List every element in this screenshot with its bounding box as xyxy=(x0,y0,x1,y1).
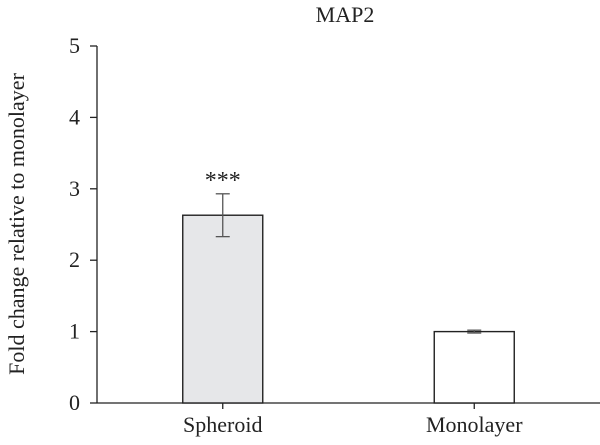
y-tick-label: 2 xyxy=(69,247,80,272)
y-tick-label: 3 xyxy=(69,176,80,201)
plot-area: 0 1 2 3 4 5 Spheroid *** Monolayer xyxy=(69,33,600,437)
y-tick-label: 5 xyxy=(69,33,80,58)
x-tick-label: Monolayer xyxy=(426,412,523,437)
bar-spheroid xyxy=(182,214,264,404)
y-tick-label: 1 xyxy=(69,319,80,344)
y-axis-label: Fold change relative to monolayer xyxy=(4,72,29,374)
significance-marker: *** xyxy=(205,168,241,194)
y-tick-label: 0 xyxy=(69,390,80,415)
x-tick-label: Spheroid xyxy=(183,412,262,437)
chart-title: MAP2 xyxy=(316,2,375,27)
bar-monolayer xyxy=(433,330,515,404)
y-tick-label: 4 xyxy=(69,104,80,129)
